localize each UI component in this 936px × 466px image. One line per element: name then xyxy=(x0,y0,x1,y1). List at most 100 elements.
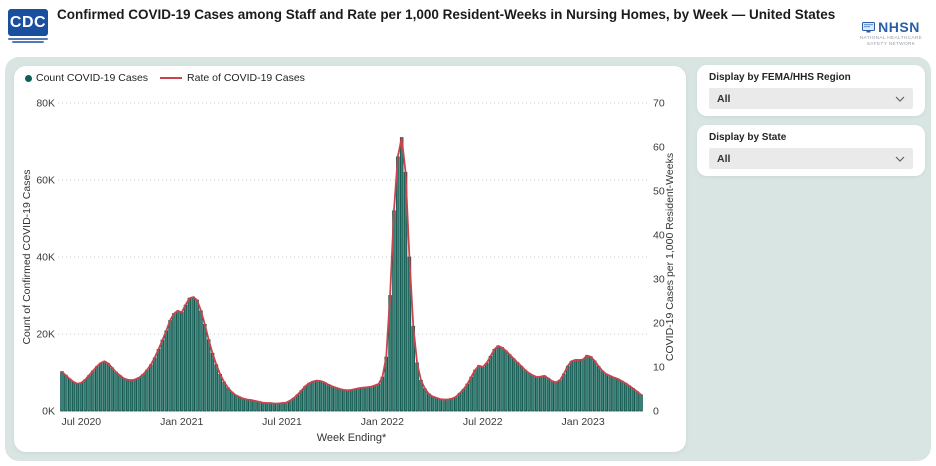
y-gridlines xyxy=(58,102,647,335)
region-select[interactable]: All xyxy=(709,88,913,109)
svg-text:Jul 2022: Jul 2022 xyxy=(463,416,503,428)
week-bar xyxy=(64,374,68,412)
week-bar xyxy=(592,360,597,412)
week-bar xyxy=(519,365,524,412)
week-bar xyxy=(284,402,288,412)
state-select[interactable]: All xyxy=(709,148,913,169)
week-bar xyxy=(349,389,354,412)
chevron-down-icon xyxy=(895,156,905,162)
week-bar xyxy=(160,339,165,412)
week-bar xyxy=(222,381,226,412)
week-bar xyxy=(426,393,431,412)
week-bar xyxy=(245,399,250,412)
week-bar xyxy=(396,156,400,412)
week-bar xyxy=(129,379,134,412)
week-bar xyxy=(338,388,342,412)
nhsn-sub-line1: NATIONAL HEALTHCARE xyxy=(859,36,923,41)
y-axis-right-labels: 0 10 20 30 40 50 60 70 xyxy=(653,98,665,418)
week-bar xyxy=(554,382,558,412)
week-bar xyxy=(315,380,319,412)
week-bar xyxy=(60,371,64,412)
week-bar xyxy=(330,385,334,412)
week-bar xyxy=(345,389,350,412)
week-bar xyxy=(635,391,639,412)
week-bar xyxy=(195,299,199,412)
week-bar xyxy=(639,394,643,412)
week-bar xyxy=(94,366,99,412)
week-bar xyxy=(527,372,531,412)
week-bar xyxy=(203,323,207,412)
svg-text:60: 60 xyxy=(653,142,665,154)
svg-text:20: 20 xyxy=(653,318,665,330)
week-bar xyxy=(531,375,535,412)
week-bar xyxy=(264,402,269,412)
y-axis-left-title: Count of Confirmed COVID-19 Cases xyxy=(21,169,33,344)
week-bar xyxy=(550,380,554,412)
week-bar xyxy=(492,348,497,412)
week-bar xyxy=(627,385,632,412)
week-bar xyxy=(565,365,570,412)
nhsn-logo: NHSN NATIONAL HEALTHCARE SAFETY NETWORK xyxy=(852,19,930,48)
svg-text:Jan 2022: Jan 2022 xyxy=(361,416,404,428)
week-bar xyxy=(535,376,539,412)
week-bar xyxy=(187,297,192,412)
rate-line[interactable] xyxy=(61,136,642,405)
week-bar xyxy=(122,377,126,412)
page-title: Confirmed COVID-19 Cases among Staff and… xyxy=(57,7,836,22)
week-bar xyxy=(241,398,246,412)
legend-item-rate[interactable]: Rate of COVID-19 Cases xyxy=(148,72,305,84)
week-bar xyxy=(546,377,551,412)
legend-item-count[interactable]: Count COVID-19 Cases xyxy=(25,72,148,84)
filter-card-region: Display by FEMA/HHS Region All xyxy=(697,65,925,116)
week-bar xyxy=(272,403,277,412)
week-bar xyxy=(125,379,130,412)
week-bar xyxy=(589,356,593,412)
week-bar xyxy=(542,375,547,412)
cdc-logo-text: CDC xyxy=(8,9,48,36)
week-bar xyxy=(295,394,300,412)
week-bar xyxy=(573,359,578,412)
week-bar xyxy=(75,383,80,412)
filter-card-state: Display by State All xyxy=(697,125,925,176)
week-bar xyxy=(504,350,508,412)
chart-legend: Count COVID-19 Cases Rate of COVID-19 Ca… xyxy=(25,72,305,84)
week-bar xyxy=(307,382,311,412)
week-bar xyxy=(87,375,91,412)
week-bar xyxy=(581,359,585,412)
week-bar xyxy=(98,362,103,412)
week-bar xyxy=(461,389,466,412)
week-bar xyxy=(226,387,230,412)
week-bar xyxy=(311,380,315,412)
week-bar xyxy=(453,396,458,412)
week-bar xyxy=(291,397,296,412)
week-bar xyxy=(71,381,76,412)
week-bar xyxy=(199,310,203,412)
week-bar xyxy=(326,384,331,412)
week-bar xyxy=(322,382,327,412)
week-bar xyxy=(233,394,238,412)
state-filter-label: Display by State xyxy=(709,132,787,143)
week-bar xyxy=(623,382,628,412)
week-bar xyxy=(457,392,462,412)
week-bar xyxy=(357,387,361,412)
week-bar xyxy=(191,296,195,412)
week-bar xyxy=(152,357,157,412)
week-bar xyxy=(616,378,620,412)
region-select-value: All xyxy=(717,92,731,105)
week-bar xyxy=(79,382,84,412)
week-bar xyxy=(183,304,188,412)
week-bar xyxy=(149,364,153,412)
combo-chart[interactable]: 0K 20K 40K 60K 80K 0 10 20 30 40 50 60 70 Jul 2020 Jan… xyxy=(14,66,686,452)
week-bar xyxy=(83,379,87,412)
week-bar xyxy=(538,376,543,412)
legend-count-label: Count COVID-19 Cases xyxy=(36,72,149,84)
week-bar xyxy=(569,360,574,412)
week-bar xyxy=(230,391,234,412)
svg-text:Jan 2023: Jan 2023 xyxy=(561,416,604,428)
dashboard-body: Count COVID-19 Cases Rate of COVID-19 Ca… xyxy=(5,57,931,461)
svg-text:0: 0 xyxy=(653,406,659,418)
week-bar xyxy=(365,386,369,412)
page-header: CDC Confirmed COVID-19 Cases among Staff… xyxy=(8,6,930,56)
week-bar xyxy=(156,348,161,412)
y-axis-right-title: COVID-19 Cases per 1,000 Resident-Weeks xyxy=(664,153,676,361)
